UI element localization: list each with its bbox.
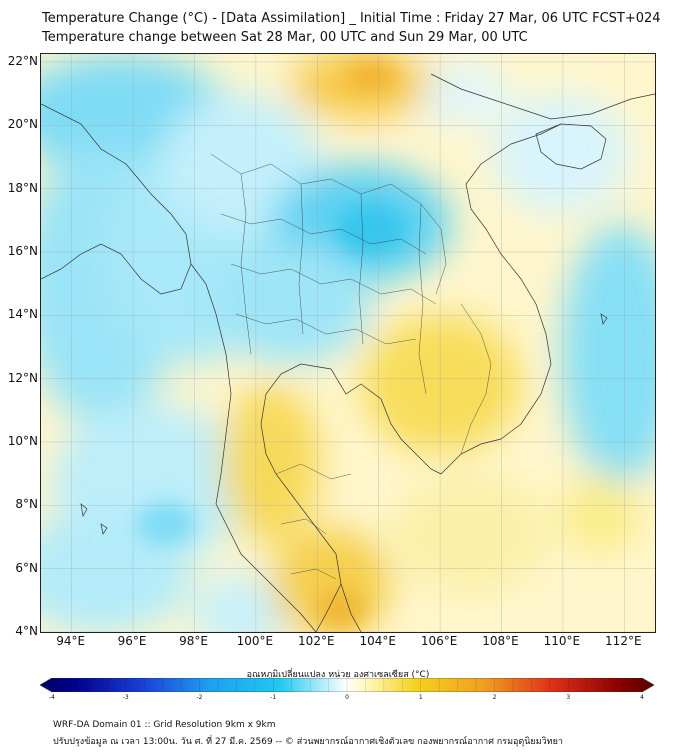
lon-label: 112°E — [605, 634, 642, 648]
map-subtitle: Temperature change between Sat 28 Mar, 0… — [42, 30, 528, 45]
credit-line: ปรับปรุงข้อมูล ณ เวลา 13:00น. วัน ศ. ที่… — [53, 737, 563, 747]
lon-label: 102°E — [298, 634, 335, 648]
lat-label: 10°N — [7, 433, 38, 448]
colorbar-title: อุณหภูมิเปลี่ยนแปลง หน่วย องศาเซลเซียส (… — [246, 670, 430, 680]
province-borders — [210, 153, 492, 580]
lat-label: 6°N — [15, 560, 38, 575]
domain-info: WRF-DA Domain 01 :: Grid Resolution 9km … — [53, 720, 276, 730]
temperature-field — [41, 54, 655, 632]
temperature-change-map[interactable] — [40, 53, 656, 633]
lat-label: 22°N — [7, 53, 38, 68]
colorbar-tick-label: 1 — [418, 694, 423, 701]
lat-label: 12°N — [7, 370, 38, 385]
lat-label: 18°N — [7, 180, 38, 195]
colorbar-tick-label: -4 — [49, 694, 55, 701]
lon-label: 110°E — [543, 634, 581, 648]
colorbar-tick-label: 4 — [640, 694, 644, 701]
lat-label: 14°N — [7, 307, 38, 322]
graticule — [41, 54, 655, 632]
lon-label: 94°E — [56, 634, 86, 648]
colorbar-tick-label: -2 — [196, 694, 203, 701]
colorbar-gradient — [40, 678, 654, 692]
lon-label: 98°E — [179, 634, 208, 648]
lon-label: 108°E — [482, 634, 519, 648]
colorbar-tick-label: -1 — [270, 694, 277, 701]
lat-label: 20°N — [7, 117, 38, 132]
lat-label: 4°N — [15, 624, 38, 638]
lon-label: 96°E — [117, 634, 147, 648]
lon-label: 104°E — [359, 634, 396, 648]
lon-label: 100°E — [236, 634, 274, 648]
lon-label: 106°E — [420, 634, 458, 648]
lat-label: 8°N — [15, 497, 38, 512]
coastlines — [41, 73, 655, 632]
map-title: Temperature Change (°C) - [Data Assimila… — [42, 11, 661, 26]
colorbar-tick-label: 3 — [566, 694, 571, 701]
colorbar — [40, 678, 654, 692]
lat-label: 16°N — [7, 243, 38, 258]
colorbar-tick-label: 2 — [492, 694, 497, 701]
colorbar-tick-label: 0 — [345, 694, 349, 701]
map-canvas — [41, 54, 655, 632]
colorbar-tick-label: -3 — [122, 694, 129, 701]
